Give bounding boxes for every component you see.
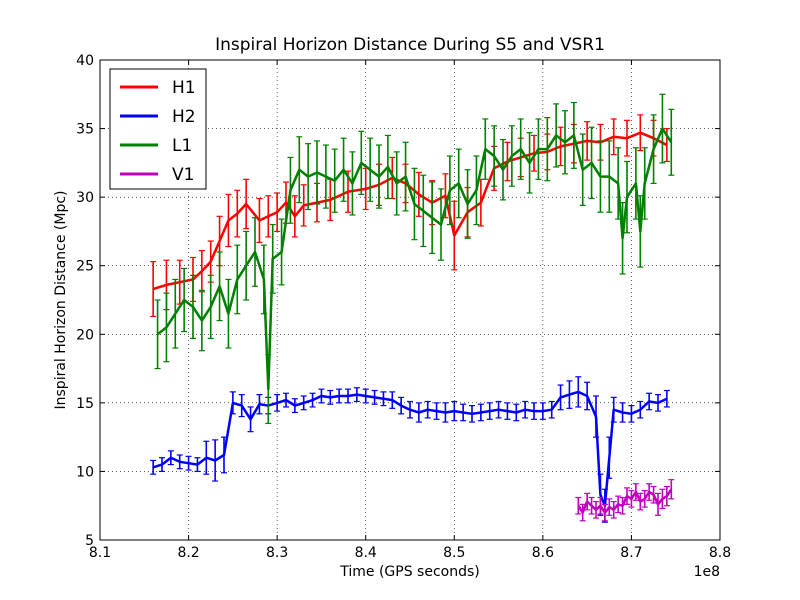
x-tick-label: 8.4 <box>355 545 377 561</box>
legend-label-v1: V1 <box>172 165 194 185</box>
x-axis-label: Time (GPS seconds) <box>339 564 480 580</box>
y-tick-label: 10 <box>76 464 94 480</box>
legend-label-h1: H1 <box>172 78 196 98</box>
x-tick-label: 8.1 <box>89 545 111 561</box>
y-tick-label: 30 <box>76 190 94 206</box>
plot-area: 8.1 8.2 8.3 8.4 8.5 8.6 8.7 8.8 5 10 15 20 25 30 35 40 H… <box>76 53 731 561</box>
series-line-v1 <box>577 488 673 514</box>
x-tick-label: 8.3 <box>266 545 288 561</box>
x-tick-label: 8.7 <box>620 545 642 561</box>
y-tick-label: 15 <box>76 396 94 412</box>
legend-label-h2: H2 <box>172 107 196 127</box>
x-tick-label: 8.6 <box>532 545 554 561</box>
series-line-h2 <box>152 390 668 507</box>
legend-label-l1: L1 <box>172 136 192 156</box>
chart-title: Inspiral Horizon Distance During S5 and … <box>215 35 605 55</box>
x-axis-offset-label: 1e8 <box>694 564 720 580</box>
y-tick-label: 20 <box>76 327 94 343</box>
y-tick-label: 5 <box>85 533 94 549</box>
y-tick-label: 25 <box>76 259 94 275</box>
y-tick-label: 40 <box>76 53 94 69</box>
x-tick-label: 8.2 <box>177 545 199 561</box>
x-tick-label: 8.5 <box>443 545 465 561</box>
plot-frame <box>99 59 721 541</box>
series-line-l1 <box>156 127 673 391</box>
y-axis-label: Inspiral Horizon Distance (Mpc) <box>53 191 69 410</box>
y-tick-label: 35 <box>76 122 94 138</box>
x-tick-label: 8.8 <box>709 545 731 561</box>
legend-box <box>109 68 207 190</box>
